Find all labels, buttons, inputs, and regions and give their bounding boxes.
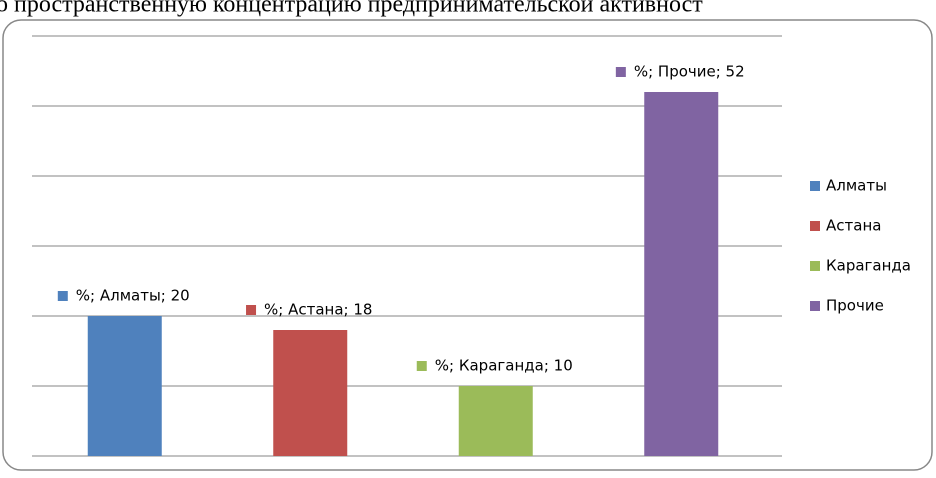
legend-label: Астана [826, 217, 881, 235]
data-label: %; Астана; 18 [264, 301, 372, 319]
bar [458, 386, 533, 456]
data-label-marker [246, 305, 257, 315]
legend-label: Караганда [826, 257, 911, 275]
data-label-marker [57, 291, 68, 301]
data-label: %; Прочие; 52 [634, 63, 745, 81]
data-label: %; Алматы; 20 [76, 287, 190, 305]
legend-label: Алматы [826, 177, 887, 195]
legend-marker [810, 221, 820, 231]
legend-marker [810, 181, 820, 191]
header-text: о пространственную концентрацию предприн… [0, 0, 703, 18]
legend-marker [810, 301, 820, 311]
legend-label: Прочие [826, 297, 884, 315]
data-label: %; Караганда; 10 [435, 357, 573, 375]
data-label-marker [416, 361, 427, 371]
bar [644, 92, 719, 456]
bar [87, 316, 162, 456]
data-label-marker [615, 67, 626, 77]
bar [273, 330, 348, 456]
legend-marker [810, 261, 820, 271]
